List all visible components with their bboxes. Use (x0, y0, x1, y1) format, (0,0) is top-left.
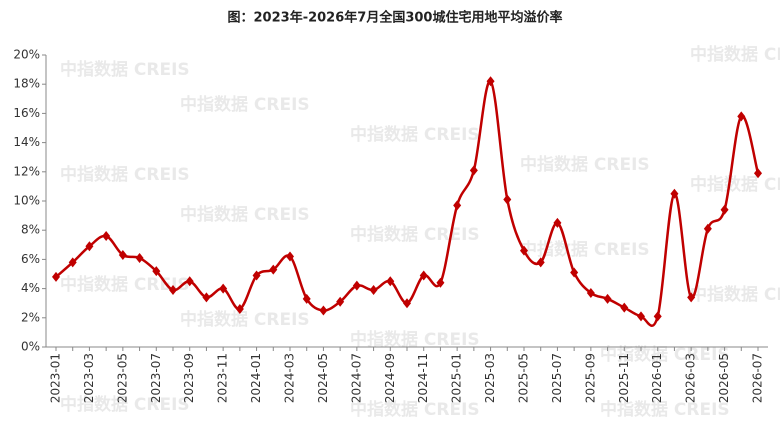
point (520, 245, 528, 256)
y-tick-label: 2% (21, 310, 40, 324)
watermark: 中指数据 CREIS (60, 394, 190, 415)
watermark: 中指数据 CREIS (180, 309, 310, 330)
x-tick-label: 2023-05 (115, 353, 129, 403)
watermark: 中指数据 CREIS (520, 239, 650, 260)
x-tick-label: 2023-03 (82, 353, 96, 403)
point (536, 257, 545, 268)
point (319, 305, 328, 316)
point (269, 264, 278, 275)
x-tick-label: 2025-11 (617, 353, 631, 403)
x-tick-label: 2023-11 (216, 353, 230, 403)
point (720, 204, 729, 215)
watermark: 中指数据 CREIS (690, 284, 780, 305)
watermark: 中指数据 CREIS (60, 59, 190, 80)
point (152, 266, 161, 277)
point (52, 271, 60, 282)
y-tick-label: 18% (13, 77, 40, 91)
x-tick-label: 2025-07 (550, 353, 564, 403)
x-tick-label: 2026-07 (751, 353, 765, 403)
point (102, 231, 111, 242)
point (703, 223, 712, 234)
y-tick-label: 6% (21, 252, 40, 266)
point (252, 270, 261, 281)
watermark: 中指数据 CREIS (600, 399, 730, 420)
point (453, 200, 462, 211)
point (754, 168, 762, 179)
y-tick-label: 0% (21, 340, 40, 354)
x-tick-label: 2025-01 (450, 353, 464, 403)
point (403, 298, 411, 309)
watermark: 中指数据 CREIS (60, 274, 190, 295)
point (469, 165, 478, 176)
point (553, 217, 562, 228)
x-tick-label: 2023-01 (49, 353, 63, 403)
point (286, 251, 294, 262)
watermark: 中指数据 CREIS (180, 204, 310, 225)
y-tick-label: 10% (13, 194, 40, 208)
y-tick-label: 4% (21, 281, 40, 295)
point (169, 285, 177, 296)
watermark: 中指数据 CREIS (690, 44, 780, 65)
x-tick-label: 2023-07 (149, 353, 163, 403)
chart-title: 图：2023年-2026年7月全国300城住宅用地平均溢价率 (228, 10, 563, 26)
x-tick-label: 2025-09 (583, 353, 597, 403)
point (68, 257, 77, 268)
point (653, 311, 662, 322)
point (687, 292, 696, 303)
point (302, 293, 311, 304)
watermark: 中指数据 CREIS (350, 399, 480, 420)
point (737, 111, 746, 122)
x-tick-label: 2023-09 (182, 353, 196, 403)
point (235, 304, 244, 315)
point (637, 311, 645, 322)
point (369, 285, 378, 296)
point (586, 287, 595, 298)
point (386, 276, 395, 287)
y-tick-label: 20% (13, 48, 40, 62)
watermark: 中指数据 CREIS (600, 344, 730, 365)
x-tick-label: 2024-11 (416, 353, 430, 403)
point (436, 277, 445, 288)
point (336, 296, 345, 307)
x-tick-label: 2024-05 (316, 353, 330, 403)
watermark: 中指数据 CREIS (180, 94, 310, 115)
y-tick-label: 16% (13, 106, 40, 120)
point (670, 188, 679, 199)
x-tick-label: 2025-05 (517, 353, 531, 403)
point (620, 302, 629, 313)
watermark: 中指数据 CREIS (690, 174, 780, 195)
x-tick-label: 2026-05 (717, 353, 731, 403)
point (118, 250, 127, 261)
watermark: 中指数据 CREIS (350, 224, 480, 245)
x-tick-label: 2024-01 (249, 353, 263, 403)
watermark: 中指数据 CREIS (350, 329, 480, 350)
point (352, 280, 361, 291)
y-tick-label: 8% (21, 223, 40, 237)
point (135, 252, 144, 263)
x-tick-label: 2026-01 (650, 353, 664, 403)
x-tick-label: 2025-03 (483, 353, 497, 403)
x-tick-label: 2024-07 (349, 353, 363, 403)
point (185, 276, 194, 287)
watermark: 中指数据 CREIS (60, 164, 190, 185)
x-tick-label: 2024-09 (383, 353, 397, 403)
point (202, 292, 211, 303)
point (486, 76, 495, 87)
point (570, 267, 579, 278)
x-tick-label: 2026-03 (684, 353, 698, 403)
point (85, 241, 94, 252)
y-tick-label: 14% (13, 135, 40, 149)
point (219, 283, 228, 294)
point (503, 194, 512, 205)
point (419, 270, 428, 281)
watermark: 中指数据 CREIS (350, 124, 480, 145)
point (603, 293, 612, 304)
x-tick-label: 2024-03 (283, 353, 297, 403)
watermark: 中指数据 CREIS (520, 154, 650, 175)
y-tick-label: 12% (13, 164, 40, 178)
